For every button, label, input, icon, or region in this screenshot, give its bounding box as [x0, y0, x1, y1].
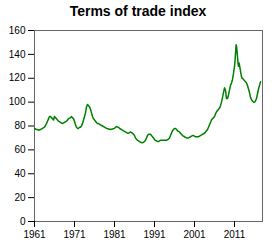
svg-text:1991: 1991 — [143, 229, 166, 240]
svg-text:20: 20 — [14, 192, 26, 203]
svg-text:80: 80 — [14, 120, 26, 131]
html-text:Terms of trade index: Terms of trade index — [69, 3, 207, 19]
svg-text:1961: 1961 — [23, 229, 46, 240]
svg-text:2001: 2001 — [183, 229, 206, 240]
svg-text:100: 100 — [9, 96, 26, 107]
svg-text:0: 0 — [20, 216, 26, 227]
svg-text:120: 120 — [9, 72, 26, 83]
svg-text:140: 140 — [9, 49, 26, 60]
svg-text:60: 60 — [14, 144, 26, 155]
svg-text:1971: 1971 — [63, 229, 86, 240]
svg-text:1981: 1981 — [103, 229, 126, 240]
svg-text:160: 160 — [9, 25, 26, 36]
svg-text:40: 40 — [14, 168, 26, 179]
svg-text:2011: 2011 — [224, 229, 246, 240]
